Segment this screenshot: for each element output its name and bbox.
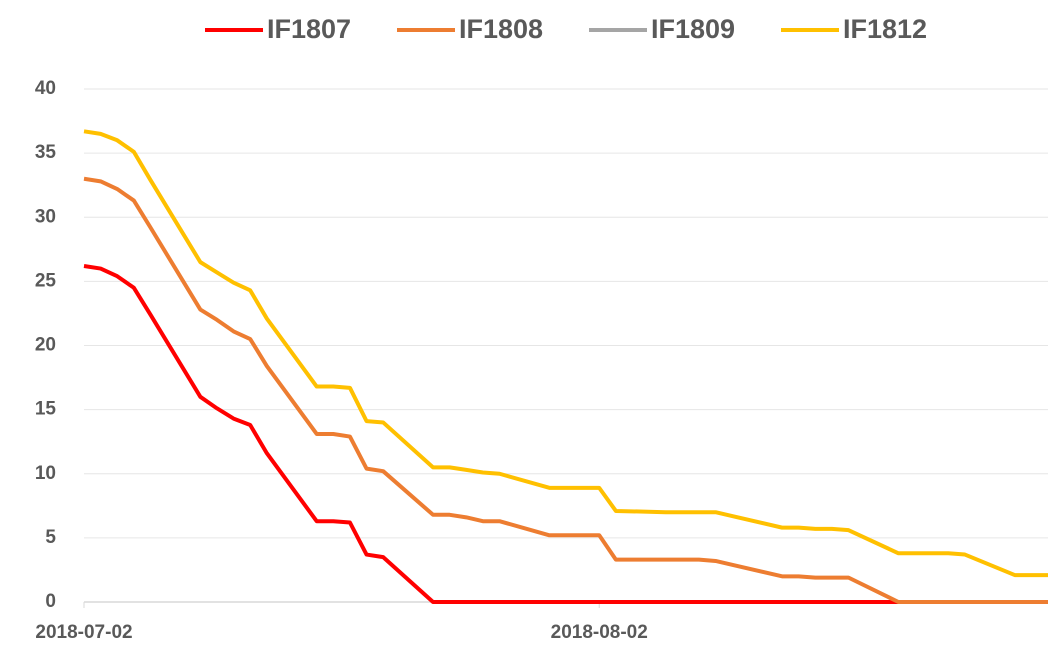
legend-label: IF1809 <box>651 14 735 44</box>
y-tick-label: 25 <box>35 270 57 291</box>
y-tick-label: 40 <box>35 78 56 99</box>
y-tick-label: 5 <box>45 527 56 548</box>
x-tick-label: 2018-07-02 <box>35 622 132 643</box>
series-line <box>83 176 1048 604</box>
legend-label: IF1812 <box>843 14 927 44</box>
legend-label: IF1808 <box>459 14 543 44</box>
y-tick-label: 15 <box>35 399 57 420</box>
y-tick-label: 35 <box>35 142 57 163</box>
y-tick-label: 20 <box>35 335 56 356</box>
legend-label: IF1807 <box>267 14 351 44</box>
y-tick-label: 0 <box>45 591 56 612</box>
y-tick-label: 10 <box>35 463 56 484</box>
series-line <box>83 129 1048 578</box>
y-tick-label: 30 <box>35 206 56 227</box>
x-tick-label: 2018-08-02 <box>551 622 648 643</box>
